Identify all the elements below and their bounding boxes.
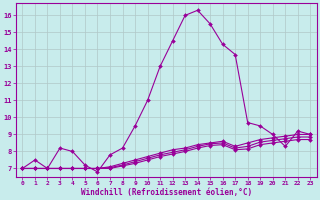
X-axis label: Windchill (Refroidissement éolien,°C): Windchill (Refroidissement éolien,°C) — [81, 188, 252, 197]
